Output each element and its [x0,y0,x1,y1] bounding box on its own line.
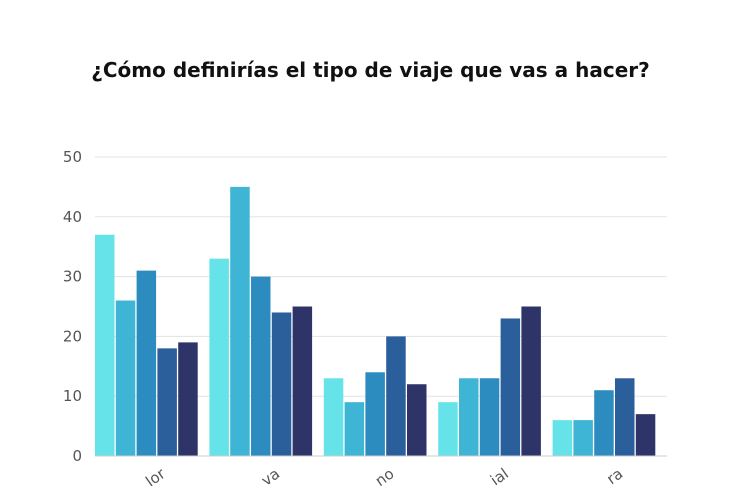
bar [209,258,229,456]
bar [635,414,656,456]
bar [344,402,365,456]
bar [115,300,136,456]
x-category-label: ial [487,465,512,486]
bar [365,372,385,456]
bar [292,306,313,456]
bar [407,384,427,456]
bar [386,336,406,456]
y-tick-label: 30 [63,268,82,286]
bar [500,318,521,456]
bar [157,348,177,456]
x-category-label: ra [603,465,626,486]
bar [552,420,573,456]
x-category-label: va [258,465,283,486]
bar [594,390,614,456]
bars [95,186,656,456]
x-category-label: no [372,465,398,486]
y-tick-label: 50 [63,148,82,166]
bar [95,234,115,456]
bar [178,342,198,456]
y-tick-label: 40 [63,208,82,226]
chart-title: ¿Cómo definirías el tipo de viaje que va… [91,58,650,82]
bar [479,378,500,456]
x-category-label: lor [142,464,169,486]
y-tick-label: 10 [63,387,82,405]
y-axis-ticks: 0 10 20 30 40 50 [63,148,82,465]
bar [521,306,541,456]
bar [323,378,344,456]
bar [438,402,458,456]
bar [459,378,479,456]
bar [230,186,250,456]
y-tick-label: 0 [72,447,82,465]
bar [136,270,157,456]
bar [573,420,593,456]
bar [271,312,292,456]
y-tick-label: 20 [63,327,82,345]
bar [615,378,635,456]
bar [251,276,271,456]
x-axis-labels: lor va no ial ra [142,464,626,486]
